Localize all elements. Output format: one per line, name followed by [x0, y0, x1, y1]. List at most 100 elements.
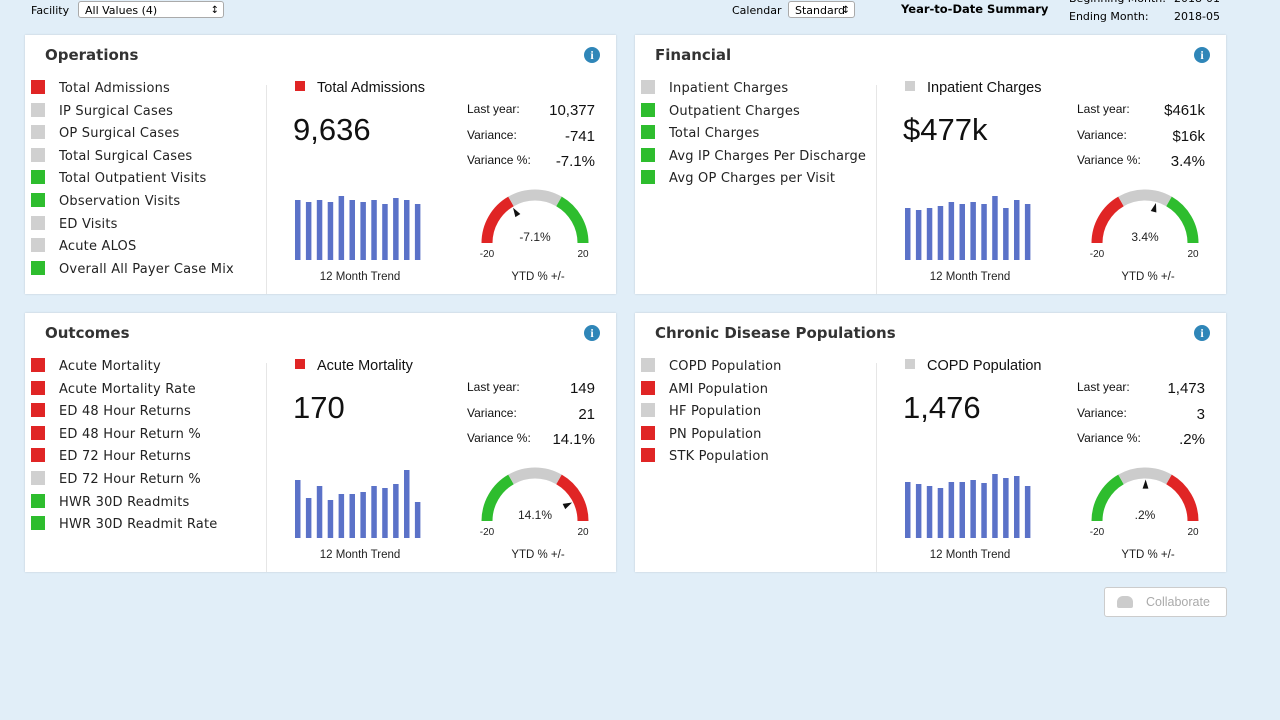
trend-bar — [970, 480, 976, 538]
panel: Chronic Disease Populations i COPD Populat… — [635, 313, 1226, 572]
metric-item[interactable]: STK Population — [641, 448, 769, 464]
info-icon[interactable]: i — [584, 47, 600, 63]
info-icon[interactable]: i — [1194, 47, 1210, 63]
trend-bar — [959, 204, 965, 260]
stat-label: Variance %: — [467, 431, 531, 445]
color-square — [295, 359, 305, 369]
trend-bar — [295, 200, 301, 260]
metric-label: Avg IP Charges Per Discharge — [669, 148, 867, 164]
metric-item[interactable]: HF Population — [641, 403, 761, 419]
metric-item[interactable]: OP Surgical Cases — [31, 125, 180, 141]
metric-item[interactable]: HWR 30D Readmits — [31, 493, 190, 510]
metric-item[interactable]: Acute Mortality Rate — [31, 380, 196, 397]
panel: Financial i Inpatient Charges Outpatient Ch… — [635, 35, 1226, 294]
ending-label: Ending Month: — [1069, 10, 1149, 23]
info-icon[interactable]: i — [1194, 325, 1210, 341]
gauge-min: -20 — [1090, 249, 1105, 260]
metric-item[interactable]: Total Charges — [641, 125, 760, 141]
calendar-select[interactable]: Standard — [788, 1, 855, 19]
divider — [266, 363, 267, 572]
color-square — [905, 81, 915, 91]
stat-value: .2% — [1179, 431, 1205, 448]
metric-item[interactable]: Total Surgical Cases — [31, 147, 193, 164]
color-square — [31, 193, 45, 207]
metric-item[interactable]: Overall All Payer Case Mix — [31, 260, 234, 277]
metric-label: IP Surgical Cases — [59, 103, 174, 119]
stat-label: Last year: — [467, 102, 520, 116]
metric-label: Acute Mortality — [59, 359, 161, 374]
facility-select[interactable]: All Values (4) — [78, 1, 224, 19]
gauge-segment — [556, 196, 589, 244]
trend-label: 12 Month Trend — [320, 549, 401, 561]
trend-bar — [295, 480, 301, 538]
color-square — [641, 380, 655, 395]
gauge-min: -20 — [1090, 527, 1105, 538]
gauge-needle — [1142, 479, 1149, 489]
metric-item[interactable]: Outpatient Charges — [641, 102, 800, 119]
stat-label: Variance: — [467, 127, 517, 142]
metric-item[interactable]: Acute Mortality — [31, 358, 161, 374]
trend-label: 12 Month Trend — [320, 271, 401, 283]
metric-item[interactable]: ED 48 Hour Return % — [31, 425, 201, 442]
color-square — [31, 170, 45, 185]
metric-label: Total Surgical Cases — [59, 148, 193, 164]
metric-label: ED 48 Hour Returns — [59, 404, 191, 420]
metric-label: Acute Mortality Rate — [59, 381, 196, 397]
gauge-value: 14.1% — [518, 508, 552, 522]
gauge-min: -20 — [480, 249, 495, 260]
metric-item[interactable]: Acute ALOS — [31, 238, 136, 254]
color-square — [31, 260, 45, 275]
metric-label: ED Visits — [59, 216, 118, 232]
trend-bar — [1024, 204, 1031, 260]
panel-title: Operations — [45, 46, 139, 64]
metric-item[interactable]: Inpatient Charges — [641, 80, 788, 96]
gauge-segment — [556, 474, 589, 522]
selected-label: Total Admissions — [317, 80, 425, 96]
metric-item[interactable]: COPD Population — [641, 358, 782, 374]
info-icon[interactable]: i — [584, 325, 600, 341]
color-square — [31, 102, 45, 117]
trend-bar — [316, 200, 323, 260]
metric-item[interactable]: Avg OP Charges per Visit — [641, 170, 835, 186]
stat-value: 3 — [1196, 405, 1205, 423]
stat-value: 10,377 — [549, 102, 595, 119]
metric-item[interactable]: IP Surgical Cases — [31, 102, 174, 119]
trend-bar — [371, 486, 377, 538]
color-square — [31, 403, 45, 418]
color-square — [641, 358, 655, 372]
trend-bar — [349, 200, 355, 260]
metric-item[interactable]: ED 48 Hour Returns — [31, 403, 191, 419]
big-value: $477k — [903, 112, 988, 147]
metric-item[interactable]: Total Admissions — [31, 80, 170, 96]
metric-item[interactable]: Total Outpatient Visits — [31, 170, 207, 186]
stat-value: 14.1% — [552, 431, 595, 448]
metric-label: PN Population — [669, 426, 762, 442]
metric-item[interactable]: HWR 30D Readmit Rate — [31, 516, 217, 532]
trend-bar — [992, 196, 998, 260]
stat-value: 1,473 — [1167, 380, 1205, 397]
metric-item[interactable]: PN Population — [641, 425, 762, 442]
metric-item[interactable]: Avg IP Charges Per Discharge — [641, 147, 867, 164]
collaborate-button[interactable]: Collaborate — [1104, 587, 1227, 617]
metric-label: Overall All Payer Case Mix — [59, 261, 234, 277]
summary-title: Year-to-Date Summary — [901, 2, 1049, 16]
metric-item[interactable]: ED Visits — [31, 215, 118, 232]
trend-bar — [393, 198, 399, 260]
trend-bar — [926, 486, 933, 538]
stat-value: 3.4% — [1170, 153, 1205, 170]
gauge-segment — [1091, 474, 1124, 522]
metric-item[interactable]: Observation Visits — [31, 193, 180, 209]
metric-item[interactable]: ED 72 Hour Returns — [31, 448, 191, 464]
color-square — [31, 380, 45, 395]
metric-item[interactable]: AMI Population — [641, 380, 768, 397]
gauge-caption: YTD % +/- — [1121, 549, 1175, 561]
metric-label: Observation Visits — [59, 194, 181, 209]
metric-item[interactable]: ED 72 Hour Return % — [31, 471, 201, 487]
gauge-segment — [508, 189, 562, 207]
color-square — [905, 359, 915, 369]
stat-label: Variance: — [467, 405, 517, 420]
color-square — [31, 125, 45, 140]
trend-bar — [404, 200, 410, 260]
metric-label: STK Population — [669, 449, 769, 465]
gauge-segment — [1166, 196, 1199, 244]
